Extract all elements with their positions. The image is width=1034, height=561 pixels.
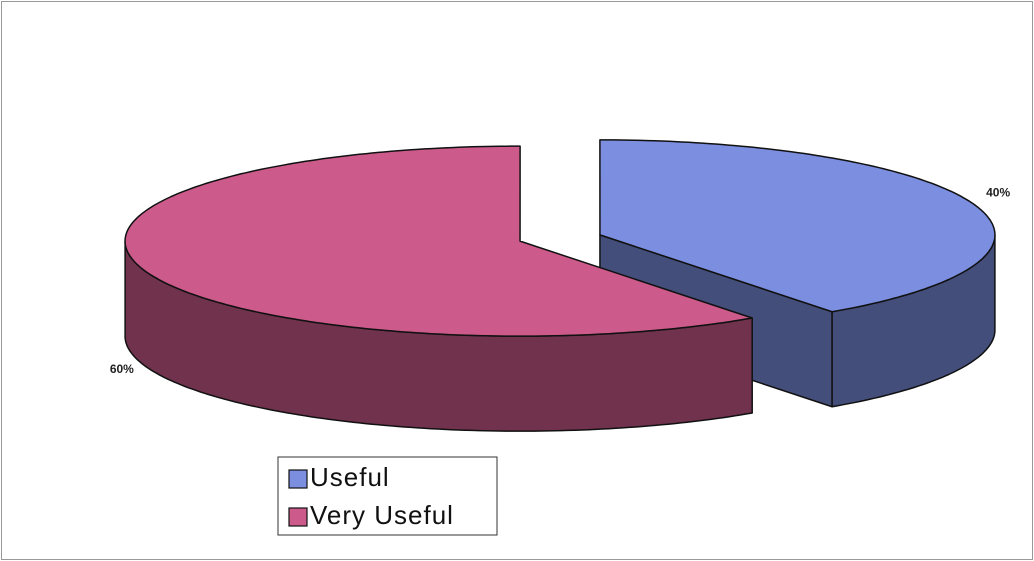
legend-box [277, 456, 498, 536]
legend-label: Useful [310, 462, 390, 492]
data-label: 60% [110, 362, 134, 376]
slice [599, 139, 996, 313]
data-label: 40% [986, 185, 1010, 199]
legend-swatch [288, 469, 308, 489]
legend-swatch [288, 507, 308, 527]
legend-label: Very Useful [310, 500, 454, 530]
slice [124, 145, 753, 337]
